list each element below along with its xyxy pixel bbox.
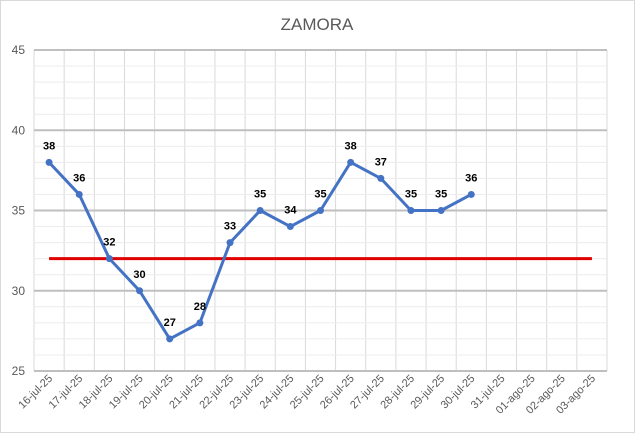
y-tick-label: 35	[12, 204, 26, 218]
data-label: 35	[314, 189, 326, 201]
data-point	[317, 207, 324, 214]
data-label: 36	[465, 172, 477, 184]
data-label: 38	[345, 140, 357, 152]
data-point	[347, 158, 355, 166]
chart-title: ZAMORA	[281, 15, 354, 34]
data-label: 30	[133, 269, 145, 281]
data-point	[226, 239, 234, 247]
data-label: 36	[73, 172, 85, 184]
data-label: 35	[254, 189, 266, 201]
data-label: 34	[284, 205, 297, 217]
data-label: 35	[435, 189, 447, 201]
data-point	[166, 335, 174, 343]
data-point	[105, 255, 113, 263]
data-point	[407, 207, 415, 214]
y-tick-label: 45	[12, 43, 26, 57]
data-point	[377, 174, 385, 182]
data-label: 28	[194, 301, 206, 313]
data-point	[75, 190, 83, 198]
data-label: 37	[375, 156, 387, 168]
data-label: 35	[405, 189, 417, 201]
data-label: 33	[224, 221, 236, 233]
gridlines	[33, 49, 608, 372]
data-point	[136, 287, 144, 295]
data-label: 38	[43, 140, 55, 152]
data-point	[196, 319, 204, 327]
data-point	[256, 207, 264, 214]
data-labels: 38 36 32 30 27 28 33 35 34 35 38 37 35 35 36	[43, 140, 477, 329]
data-point	[437, 207, 445, 214]
y-tick-label: 25	[12, 364, 26, 378]
data-point	[45, 158, 53, 166]
series-lines	[45, 158, 592, 343]
data-label: 27	[164, 317, 176, 329]
x-axis-ticks: 16-jul-2517-jul-2518-jul-2519-jul-2520-j…	[16, 373, 598, 417]
y-tick-label: 30	[12, 284, 26, 298]
data-point	[467, 190, 475, 198]
y-tick-label: 40	[12, 123, 26, 137]
y-axis-ticks: 25 30 35 40 45	[12, 43, 26, 378]
data-point	[286, 223, 294, 231]
data-label: 32	[103, 237, 115, 249]
